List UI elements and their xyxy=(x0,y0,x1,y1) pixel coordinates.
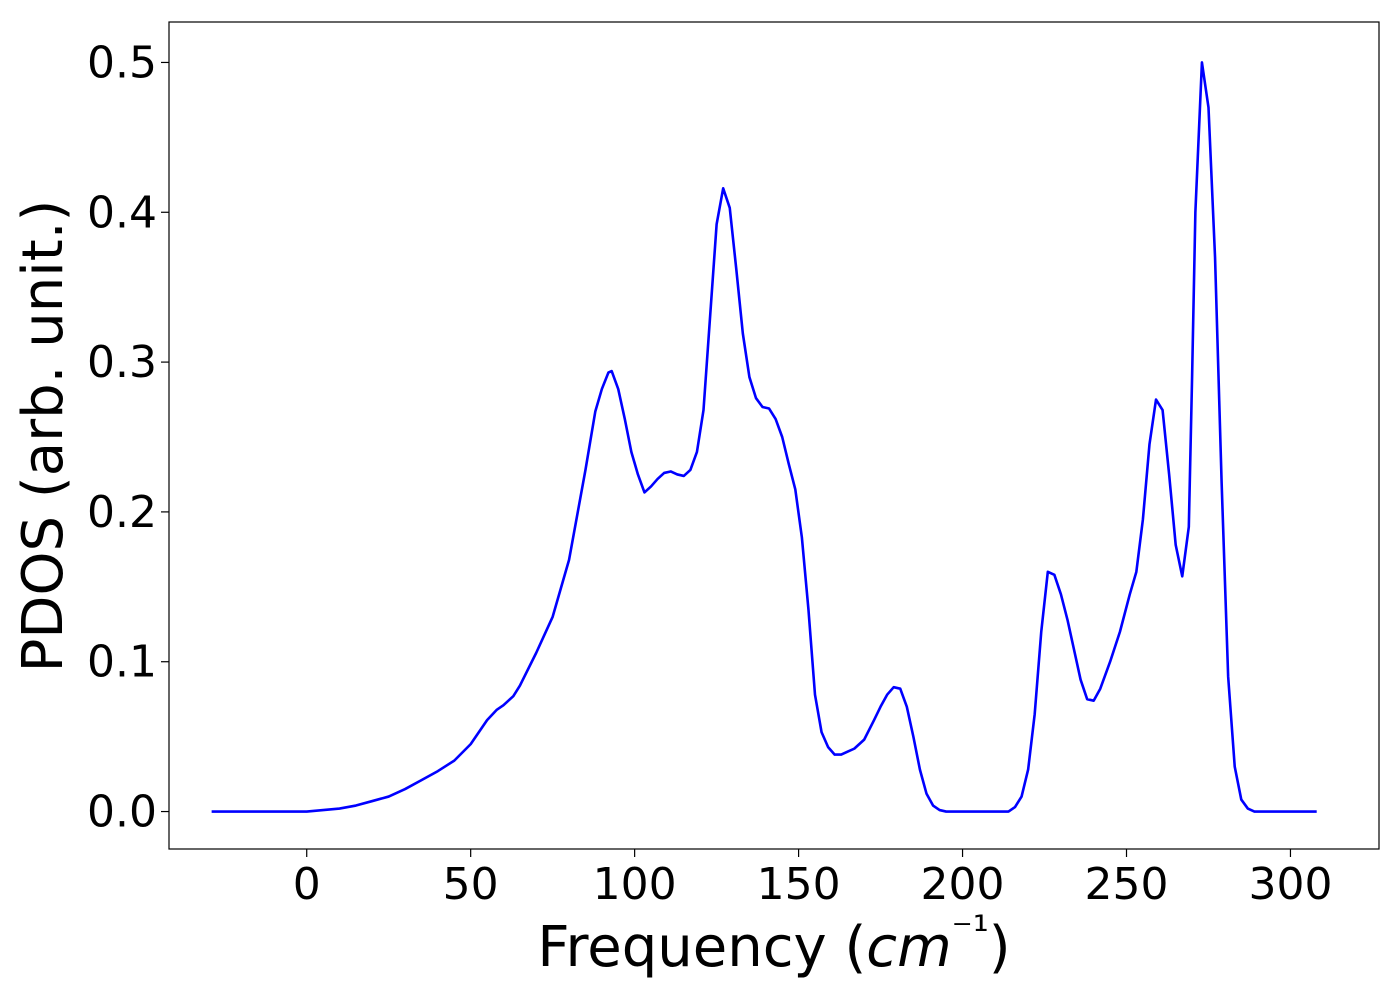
series-layer xyxy=(211,61,1317,813)
y-tick-label: 0.4 xyxy=(87,187,157,238)
y-tick-label: 0.3 xyxy=(87,337,157,388)
y-axis-label: PDOS (arb. unit.) xyxy=(11,200,76,673)
x-tick-label: 50 xyxy=(443,859,499,910)
x-tick-label: 0 xyxy=(293,859,321,910)
x-tick-label: 200 xyxy=(921,859,1005,910)
x-tick-label: 100 xyxy=(593,859,677,910)
y-tick-label: 0.0 xyxy=(87,787,157,838)
x-tick-label: 300 xyxy=(1248,859,1332,910)
x-tick-label: 150 xyxy=(757,859,841,910)
x-axis-ticks: 0 50 100 150 200 250 300 xyxy=(293,849,1332,910)
x-tick-label: 250 xyxy=(1085,859,1169,910)
plot-area xyxy=(168,21,1380,850)
y-tick-label: 0.2 xyxy=(87,487,157,538)
y-axis-ticks: 0.0 0.1 0.2 0.3 0.4 0.5 xyxy=(87,37,169,838)
pdos-series-line xyxy=(211,61,1317,813)
y-tick-label: 0.1 xyxy=(87,637,157,688)
x-axis-label: Frequency (cm⁻¹) xyxy=(537,908,1010,980)
y-tick-label: 0.5 xyxy=(87,37,157,88)
